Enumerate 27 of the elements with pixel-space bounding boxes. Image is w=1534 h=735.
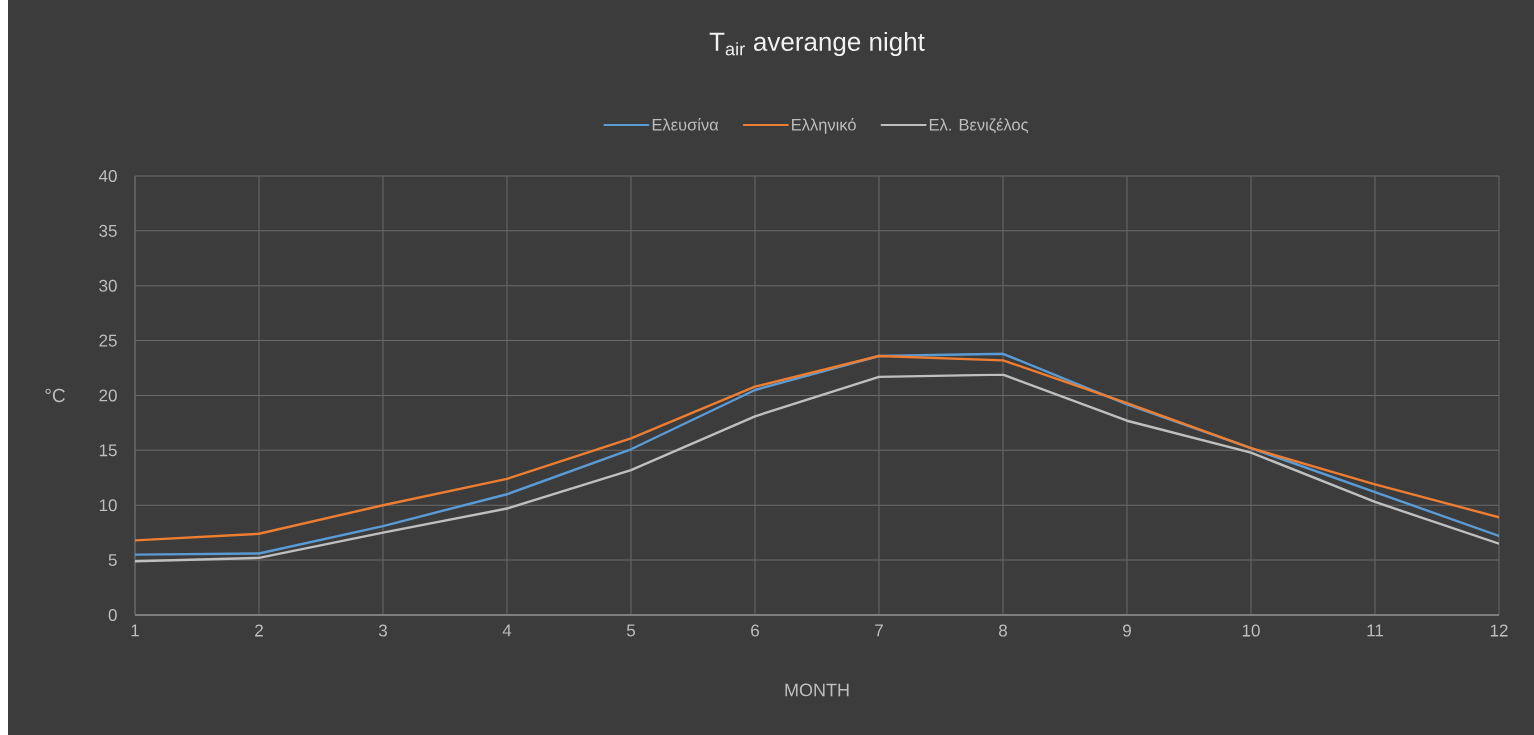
x-tick-label: 1 bbox=[131, 624, 139, 637]
legend-label: Ελευσίνα bbox=[652, 118, 719, 131]
x-axis-title: MONTH bbox=[785, 683, 849, 697]
y-tick-label: 25 bbox=[99, 334, 117, 347]
x-tick-label: 11 bbox=[1367, 624, 1383, 637]
x-tick-label: 9 bbox=[1123, 624, 1131, 637]
y-tick-label: 40 bbox=[98, 169, 117, 183]
x-tick-label: 5 bbox=[626, 624, 636, 637]
y-tick-label: 35 bbox=[99, 224, 117, 237]
x-tick-label: 3 bbox=[378, 624, 387, 637]
y-tick-label: 30 bbox=[99, 279, 117, 292]
y-tick-label: 5 bbox=[108, 554, 117, 567]
x-tick-label: 8 bbox=[999, 624, 1007, 637]
chart-title: T$_{air}$ averange night bbox=[709, 31, 925, 57]
x-tick-label: 7 bbox=[875, 624, 883, 637]
x-tick-label: 6 bbox=[751, 624, 759, 637]
y-tick-label: 20 bbox=[99, 389, 117, 402]
y-tick-label: 0 bbox=[108, 608, 117, 622]
y-tick-label: 15 bbox=[99, 444, 117, 457]
x-tick-label: 12 bbox=[1490, 624, 1508, 637]
x-tick-label: 10 bbox=[1242, 624, 1260, 637]
x-tick-label: 2 bbox=[255, 624, 263, 637]
legend-label: Ελ. Βενιζέλος bbox=[929, 118, 1029, 134]
y-axis-title: °C bbox=[45, 388, 65, 403]
legend-label: Ελληνικό bbox=[792, 118, 856, 134]
y-tick-label: 10 bbox=[99, 499, 117, 512]
x-tick-label: 4 bbox=[502, 624, 512, 637]
